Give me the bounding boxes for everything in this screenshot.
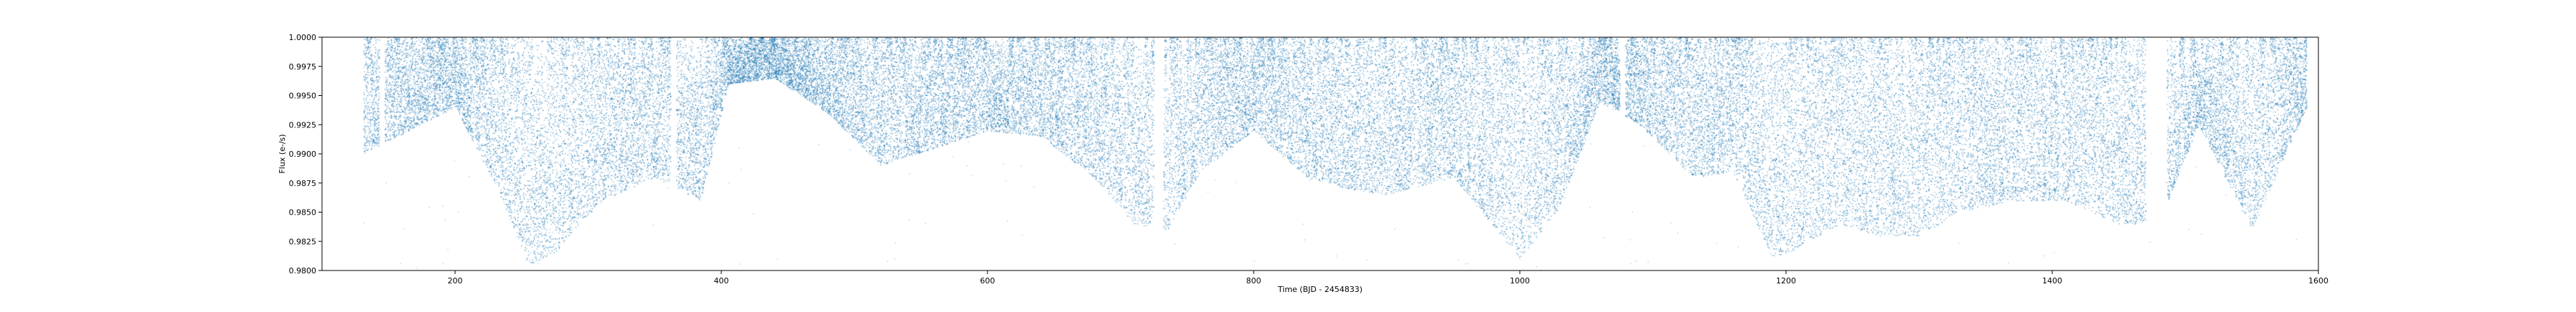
y-tick-label: 0.9875: [289, 179, 317, 188]
y-tick-label: 0.9975: [289, 62, 317, 72]
x-tick-label: 200: [448, 276, 463, 286]
x-tick-label: 800: [1246, 276, 1262, 286]
y-tick-label: 0.9800: [289, 266, 317, 276]
y-tick-label: 0.9925: [289, 120, 317, 130]
x-tick-label: 1000: [1510, 276, 1530, 286]
y-tick-label: 0.9950: [289, 92, 317, 101]
y-tick-label: 0.9900: [289, 150, 317, 159]
x-tick-label: 400: [714, 276, 729, 286]
x-tick-label: 600: [980, 276, 995, 286]
data-points-layer: [322, 37, 2318, 270]
flux-data-points: [322, 37, 2318, 270]
x-tick-label: 1200: [1776, 276, 1796, 286]
x-tick-label: 1600: [2308, 276, 2328, 286]
x-tick-label: 1400: [2042, 276, 2062, 286]
y-tick-label: 0.9850: [289, 208, 317, 218]
y-axis-label: Flux (e-/s): [278, 134, 287, 173]
y-tick-label: 0.9825: [289, 237, 317, 246]
axes-layer: 200 400 600 800 1000 1200 1400 1600 0.9800 0.9825…: [289, 33, 2329, 286]
x-axis-label: Time (BJD - 2454833): [1277, 285, 1362, 294]
y-tick-label: 1.0000: [289, 33, 317, 42]
